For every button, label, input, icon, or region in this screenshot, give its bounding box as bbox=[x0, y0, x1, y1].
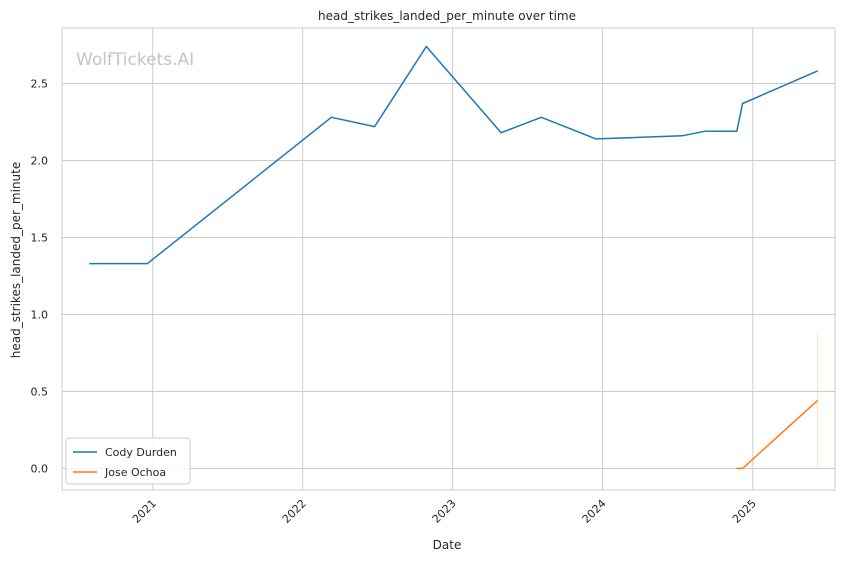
y-tick-label: 2.5 bbox=[31, 77, 49, 90]
y-tick-label: 1.5 bbox=[31, 231, 49, 244]
y-axis-label: head_strikes_landed_per_minute bbox=[9, 162, 23, 359]
series-line bbox=[89, 45, 819, 265]
x-axis-label: Date bbox=[433, 538, 462, 552]
legend-label: Jose Ochoa bbox=[104, 466, 166, 479]
y-tick-label: 0.5 bbox=[31, 385, 49, 398]
legend-label: Cody Durden bbox=[105, 446, 177, 459]
series-line bbox=[736, 399, 819, 470]
plot-area bbox=[61, 27, 836, 491]
series-lines bbox=[89, 45, 819, 470]
grid-lines bbox=[62, 28, 835, 490]
chart-title: head_strikes_landed_per_minute over time bbox=[318, 9, 576, 23]
y-tick-label: 2.0 bbox=[31, 154, 49, 167]
y-tick-label: 1.0 bbox=[31, 308, 49, 321]
legend: Cody Durden Jose Ochoa bbox=[65, 437, 191, 485]
y-tick-label: 0.0 bbox=[31, 462, 49, 475]
y-tick-labels: 0.0 0.5 1.0 1.5 2.0 2.5 bbox=[31, 77, 49, 475]
watermark-text: WolfTickets.AI bbox=[76, 50, 194, 70]
